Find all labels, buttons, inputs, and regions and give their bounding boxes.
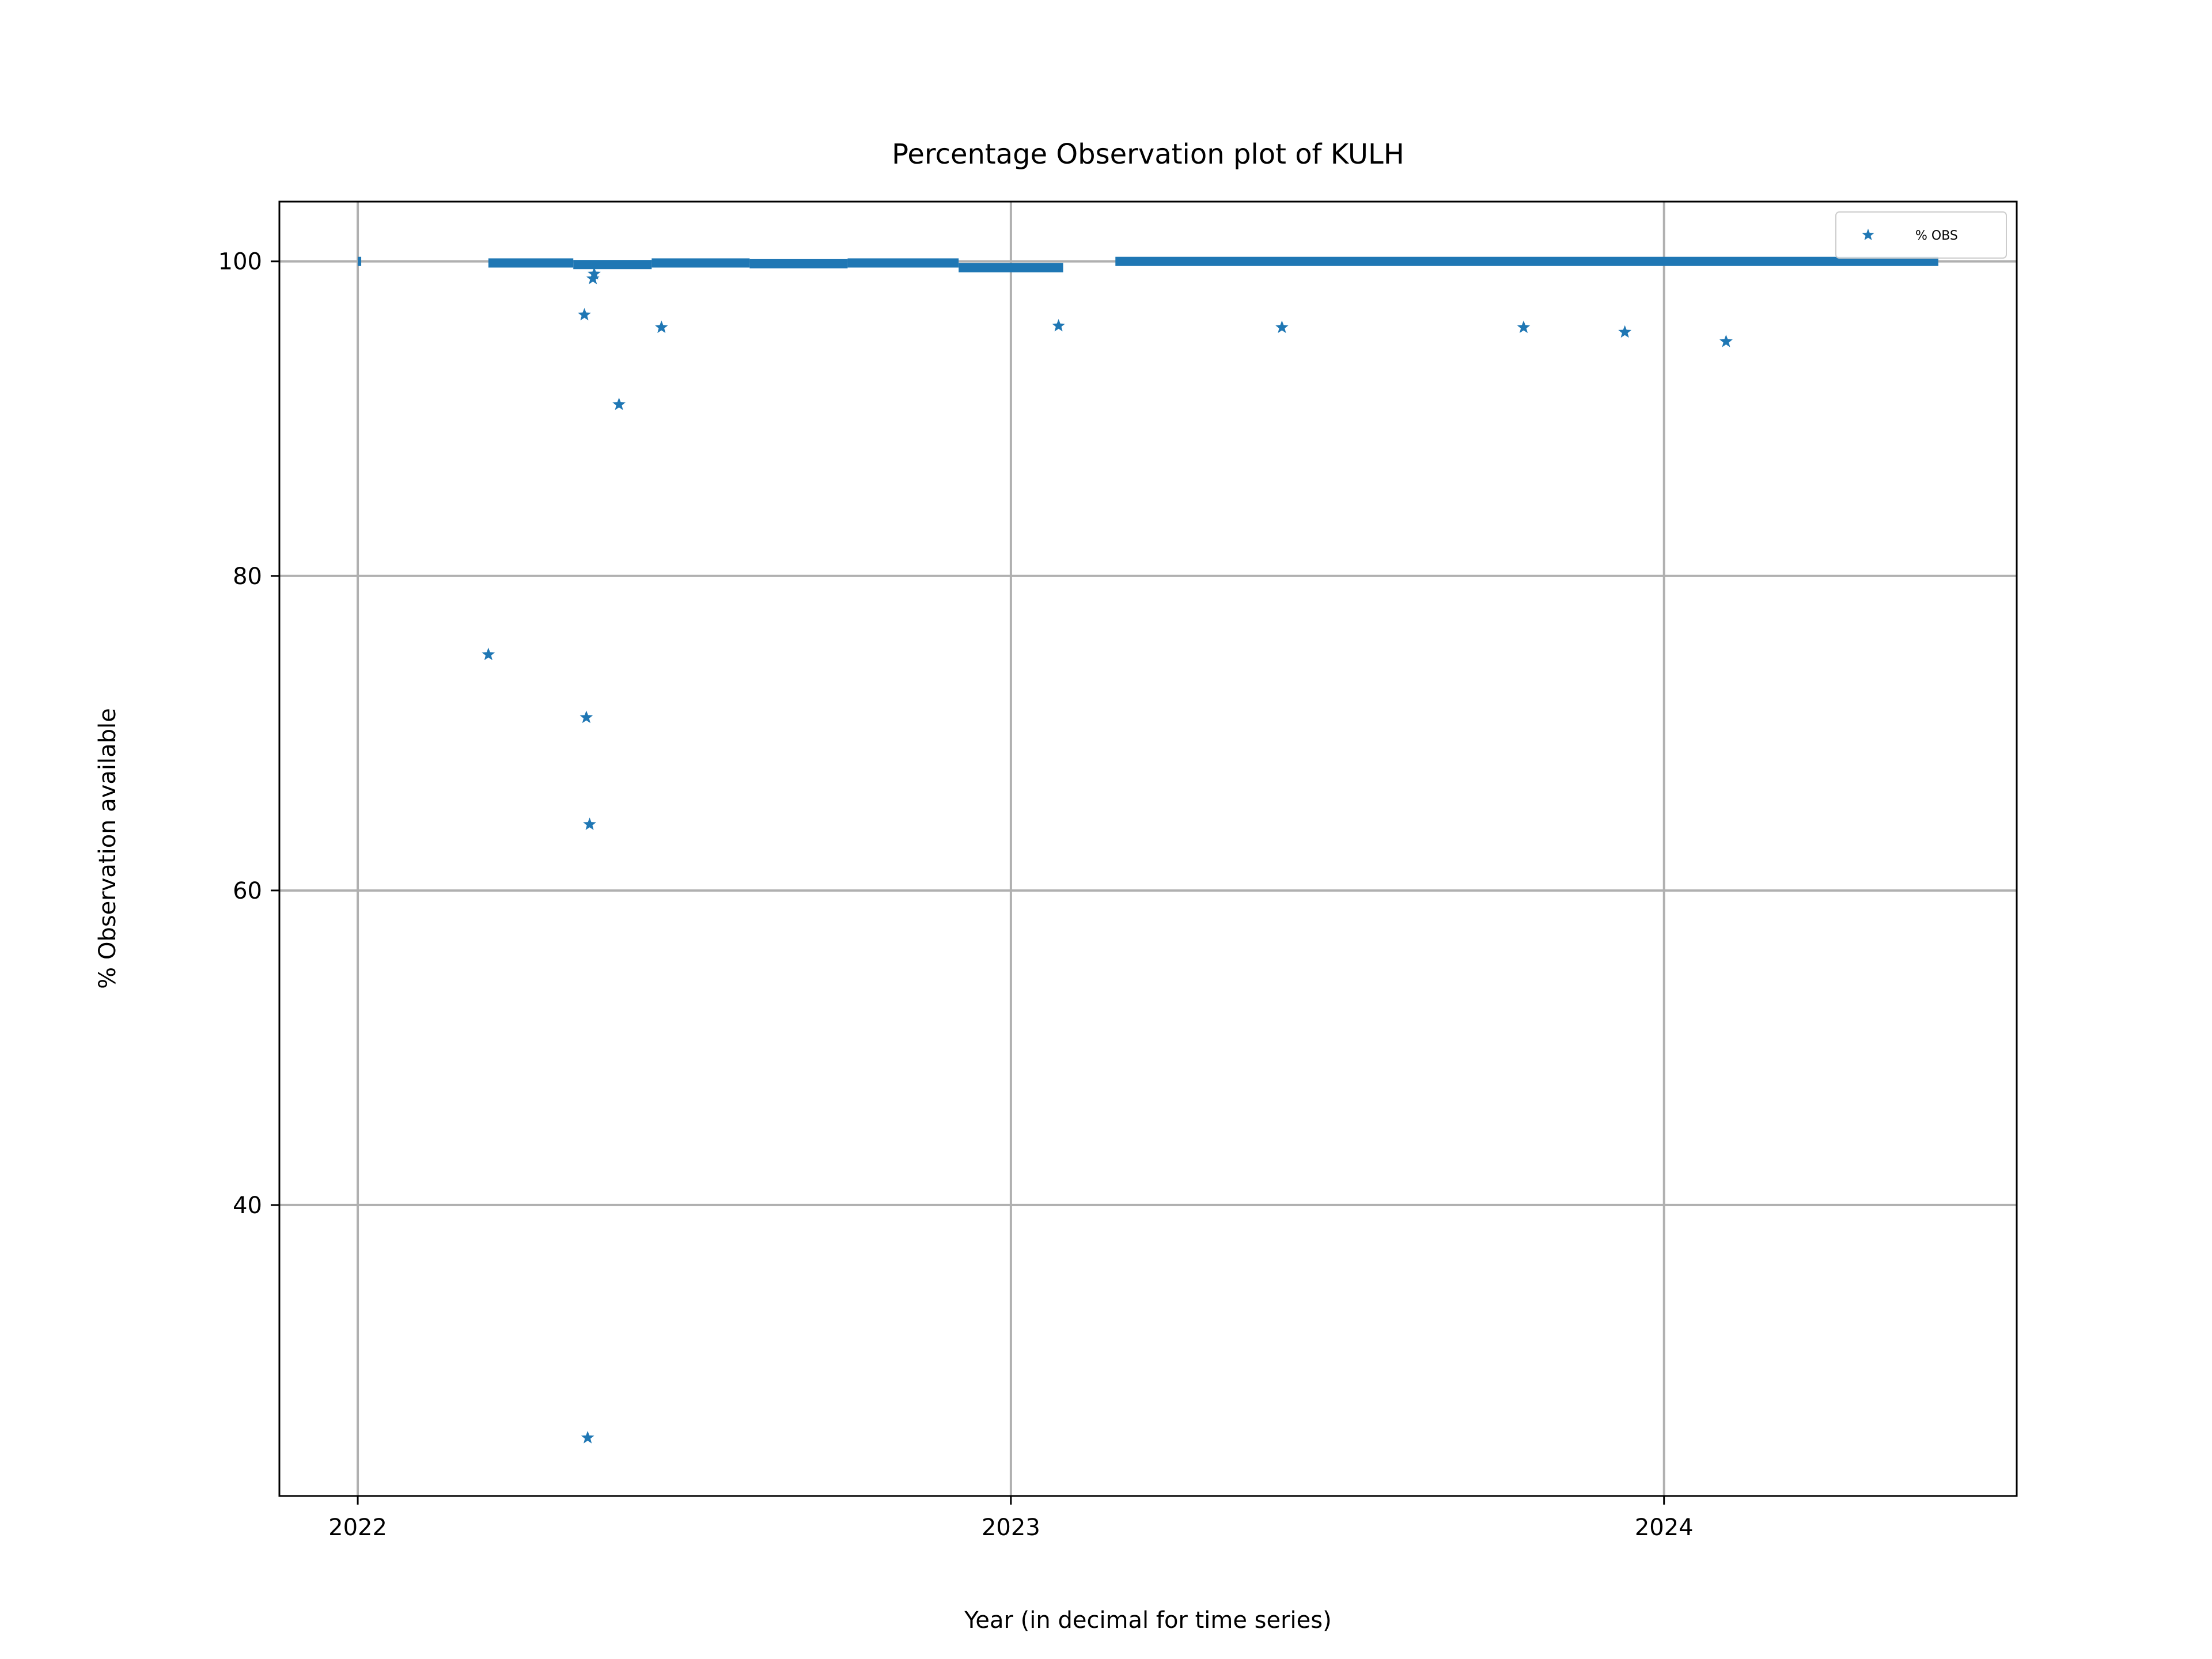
x-axis-label: Year (in decimal for time series) (964, 1607, 1331, 1634)
dense-marker-band (488, 258, 574, 268)
y-axis-label: % Observation available (94, 708, 121, 989)
chart-title: Percentage Observation plot of KULH (892, 138, 1404, 171)
legend: % OBS (1835, 211, 2007, 259)
legend-star-marker (1862, 229, 1874, 240)
dense-marker-band (358, 256, 362, 266)
y-tick-label: 100 (218, 249, 262, 275)
dense-marker-band (847, 258, 959, 268)
data-point (1052, 319, 1066, 332)
y-tick-label: 40 (233, 1192, 262, 1219)
data-point (1517, 320, 1531, 334)
data-point (583, 817, 596, 830)
legend-marker (1862, 229, 1874, 240)
data-point (1275, 320, 1289, 334)
legend-box (1835, 211, 2007, 259)
data-point (612, 397, 626, 410)
x-tick-label: 2022 (328, 1514, 387, 1541)
data-point (586, 271, 600, 285)
data-point (482, 647, 495, 660)
data-point (581, 1431, 594, 1444)
data-point (579, 710, 593, 724)
y-tick-label: 60 (233, 878, 262, 904)
x-tick-label: 2024 (1635, 1514, 1694, 1541)
data-point (1719, 335, 1733, 347)
data-point (578, 308, 591, 321)
y-axis-ticks: 40 60 80 100 (218, 249, 279, 1219)
dense-marker-band (1115, 256, 1938, 266)
x-tick-label: 2023 (982, 1514, 1040, 1541)
data-point (1618, 325, 1632, 338)
data-point (654, 320, 668, 334)
data-series (358, 256, 1938, 1444)
dense-marker-band (573, 260, 652, 270)
dense-marker-band (652, 258, 750, 268)
x-axis-ticks: 2022 2023 2024 (328, 1496, 1694, 1541)
dense-marker-band (959, 263, 1063, 272)
data-point (588, 267, 601, 280)
legend-label: % OBS (1915, 229, 1958, 243)
dense-marker-band (749, 259, 848, 268)
y-tick-label: 80 (233, 563, 262, 590)
plot-frame (278, 200, 2018, 1497)
